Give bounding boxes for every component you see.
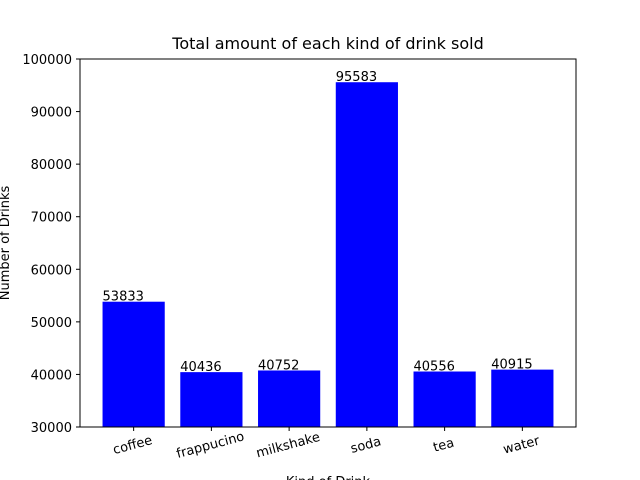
x-tick-label: water — [502, 433, 542, 457]
x-tick-label: tea — [432, 436, 456, 456]
chart-title: Total amount of each kind of drink sold — [171, 34, 483, 53]
value-label: 53833 — [103, 290, 144, 305]
bar — [335, 82, 398, 428]
y-tick-label: 30000 — [31, 421, 72, 436]
bar — [413, 371, 476, 427]
bar — [102, 301, 165, 427]
value-label: 40556 — [414, 360, 455, 375]
x-tick-label: milkshake — [255, 430, 322, 461]
value-label: 40915 — [491, 358, 532, 373]
bar — [258, 370, 321, 427]
y-tick-label: 60000 — [31, 263, 72, 278]
value-label: 95583 — [336, 70, 377, 85]
y-tick-label: 80000 — [31, 158, 72, 173]
y-tick-label: 90000 — [31, 106, 72, 121]
x-axis-label: Kind of Drink — [286, 475, 371, 480]
y-axis-label: Number of Drinks — [0, 186, 13, 301]
y-tick-label: 70000 — [31, 211, 72, 226]
value-label: 40436 — [180, 360, 221, 375]
y-tick-label: 100000 — [22, 53, 72, 68]
y-tick-label: 50000 — [31, 316, 72, 331]
plot-frame — [79, 58, 577, 428]
value-label: 40752 — [258, 358, 299, 373]
x-tick-label: soda — [349, 434, 383, 457]
bar — [491, 369, 554, 427]
bar — [180, 372, 243, 427]
x-tick-label: coffee — [111, 433, 154, 458]
x-tick-label: frappucino — [175, 429, 246, 462]
y-tick-label: 40000 — [31, 368, 72, 383]
